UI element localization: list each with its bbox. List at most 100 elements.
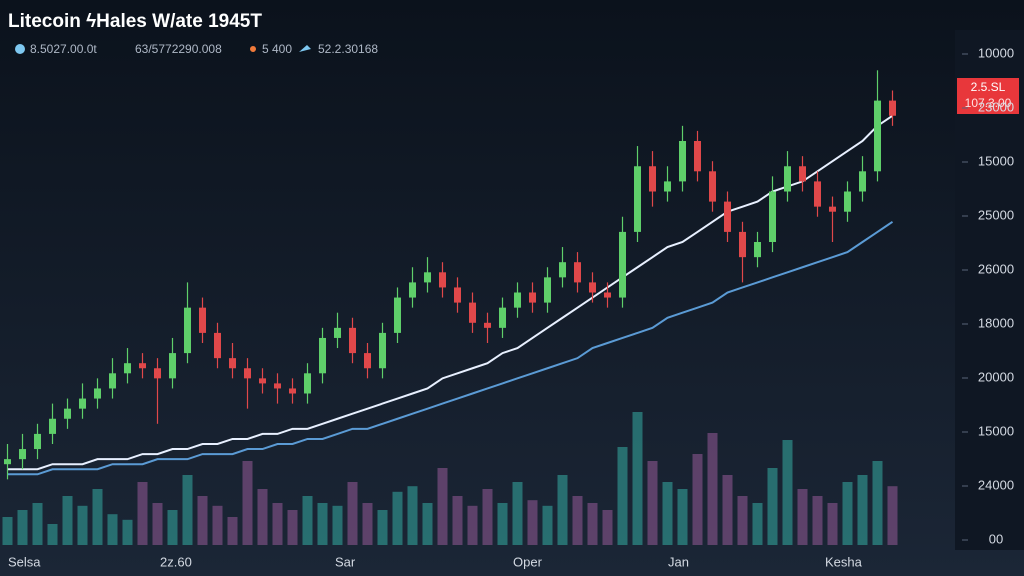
volume-bar	[647, 461, 658, 545]
candle-body	[514, 292, 521, 308]
volume-bar	[572, 496, 583, 545]
candle-body	[274, 383, 281, 389]
volume-bar	[107, 514, 118, 545]
volume-bar	[62, 496, 73, 545]
volume-bar	[152, 503, 163, 545]
volume-bar	[677, 489, 688, 545]
volume-bar	[782, 440, 793, 545]
volume-bar	[497, 503, 508, 545]
candle-body	[154, 368, 161, 379]
volume-bar	[77, 505, 88, 545]
volume-bar	[257, 489, 268, 545]
volume-bar	[182, 475, 193, 545]
candle-body	[694, 141, 701, 172]
candle-body	[889, 100, 896, 116]
volume-bar	[227, 517, 238, 545]
x-axis-label: 2z.60	[160, 554, 192, 569]
candle-body	[124, 363, 131, 374]
volume-bar	[467, 505, 478, 545]
candle-body	[4, 459, 11, 465]
volume-bar	[167, 510, 178, 545]
y-axis-label: 15000	[978, 423, 1014, 438]
candle-body	[739, 231, 746, 258]
volume-bar	[512, 482, 523, 545]
legend-icon	[250, 46, 256, 52]
candle-body	[79, 398, 86, 409]
candle-body	[574, 262, 581, 283]
candle-body	[799, 166, 806, 182]
volume-bar	[722, 475, 733, 545]
volume-bar	[692, 454, 703, 545]
volume-bar	[542, 505, 553, 545]
volume-bar	[347, 482, 358, 545]
candle-body	[229, 358, 236, 369]
volume-bar	[812, 496, 823, 545]
volume-bar	[857, 475, 868, 545]
candle-body	[349, 327, 356, 354]
y-axis-label: 18000	[978, 315, 1014, 330]
candle-body	[379, 332, 386, 369]
candle-body	[484, 322, 491, 328]
candle-body	[529, 292, 536, 303]
candle-body	[634, 166, 641, 232]
volume-bar	[122, 519, 133, 545]
candle-body	[784, 166, 791, 192]
volume-bar	[17, 510, 28, 545]
y-axis-label: 26000	[978, 261, 1014, 276]
y-axis-label: 10000	[978, 45, 1014, 60]
volume-bar	[842, 482, 853, 545]
candle-body	[709, 171, 716, 202]
volume-bar	[482, 489, 493, 545]
candle-body	[844, 191, 851, 212]
candle-body	[874, 100, 881, 172]
chart-title: Litecoin ϟHales W/ate 1945T	[8, 11, 262, 32]
badge-text: 2.5.SL	[971, 80, 1006, 94]
candle-body	[664, 181, 671, 192]
candle-body	[184, 307, 191, 354]
candle-body	[169, 353, 176, 379]
volume-bar	[767, 468, 778, 545]
badge-text: 107.3.00	[965, 96, 1012, 110]
volume-bar	[437, 468, 448, 545]
legend-icon	[299, 45, 311, 52]
candle-body	[94, 388, 101, 399]
legend-label: 52.2.30168	[318, 42, 378, 56]
candle-body	[814, 181, 821, 207]
moving-average	[7, 220, 894, 476]
y-axis-label: 15000	[978, 153, 1014, 168]
candle-body	[49, 418, 56, 434]
candle-body	[259, 378, 266, 384]
moving-average	[7, 114, 894, 471]
volume-bar	[557, 475, 568, 545]
candle-body	[139, 363, 146, 369]
candle-body	[64, 408, 71, 419]
legend-label: 5 400	[262, 42, 292, 56]
candle-body	[544, 277, 551, 303]
candle-body	[769, 191, 776, 242]
volume-bar	[707, 433, 718, 545]
y-axis-label: 24000	[978, 477, 1014, 492]
candle-body	[829, 206, 836, 212]
volume-bar	[632, 412, 643, 545]
volume-bar	[377, 510, 388, 545]
candle-body	[334, 327, 341, 338]
volume-bar	[137, 482, 148, 545]
volume-bar	[872, 461, 883, 545]
candle-body	[589, 282, 596, 293]
volume-bar	[242, 461, 253, 545]
y-axis-label: 20000	[978, 369, 1014, 384]
volume-bar	[2, 517, 13, 545]
y-axis-label: 25000	[978, 207, 1014, 222]
x-axis-label: Kesha	[825, 554, 863, 569]
volume-bar	[212, 505, 223, 545]
candle-body	[214, 332, 221, 359]
candle-body	[649, 166, 656, 192]
candle-body	[244, 368, 251, 379]
x-axis-label: Jan	[668, 554, 689, 569]
volume-bar	[32, 503, 43, 545]
volume-bar	[737, 496, 748, 545]
candle-body	[454, 287, 461, 303]
volume-bar	[452, 496, 463, 545]
